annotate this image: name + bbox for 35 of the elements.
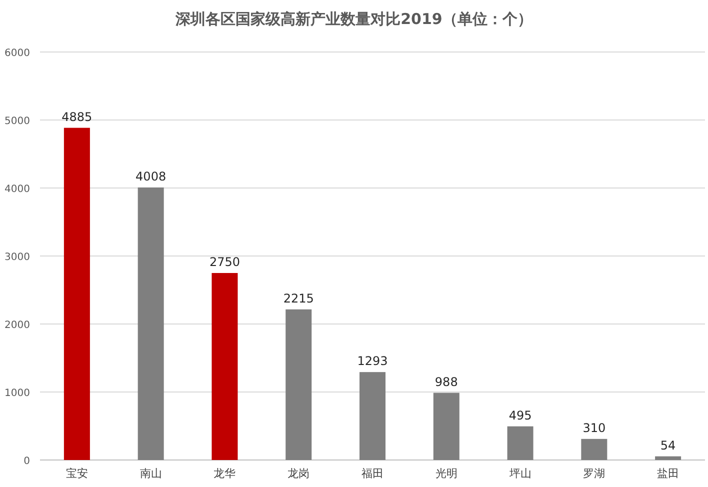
y-tick-label: 3000 [4,252,30,263]
bar [138,187,164,460]
data-label: 4885 [62,110,92,124]
data-label: 54 [660,438,676,452]
chart-title: 深圳各区国家级高新产业数量对比2019（单位：个） [174,10,532,28]
y-tick-label: 1000 [4,388,30,399]
x-tick-label: 光明 [435,467,458,480]
bar [655,456,682,460]
data-label: 4008 [136,169,166,184]
x-tick-label: 盐田 [657,467,680,480]
bar [581,438,608,460]
bar [286,309,312,460]
x-tick-label: 南山 [140,467,162,480]
bar [212,273,238,460]
y-tick-label: 5000 [4,116,30,127]
data-label: 2215 [283,291,314,306]
x-tick-label: 罗湖 [583,467,606,480]
bar [360,372,386,460]
data-label: 988 [434,374,458,389]
x-tick-label: 龙岗 [288,467,310,480]
data-label: 495 [508,408,532,422]
y-tick-label: 4000 [4,184,30,195]
x-tick-label: 龙华 [214,467,236,480]
x-tick-label: 福田 [362,467,384,480]
y-tick-label: 6000 [4,48,30,59]
y-tick-label: 2000 [4,320,30,331]
data-label: 1293 [357,354,388,368]
bar [507,426,534,460]
data-label: 310 [582,420,606,435]
bar [433,392,460,460]
y-tick-label: 0 [24,456,30,467]
x-tick-label: 宝安 [66,467,88,480]
data-label: 2750 [209,255,240,269]
x-tick-label: 坪山 [508,467,532,480]
bar [64,128,90,460]
